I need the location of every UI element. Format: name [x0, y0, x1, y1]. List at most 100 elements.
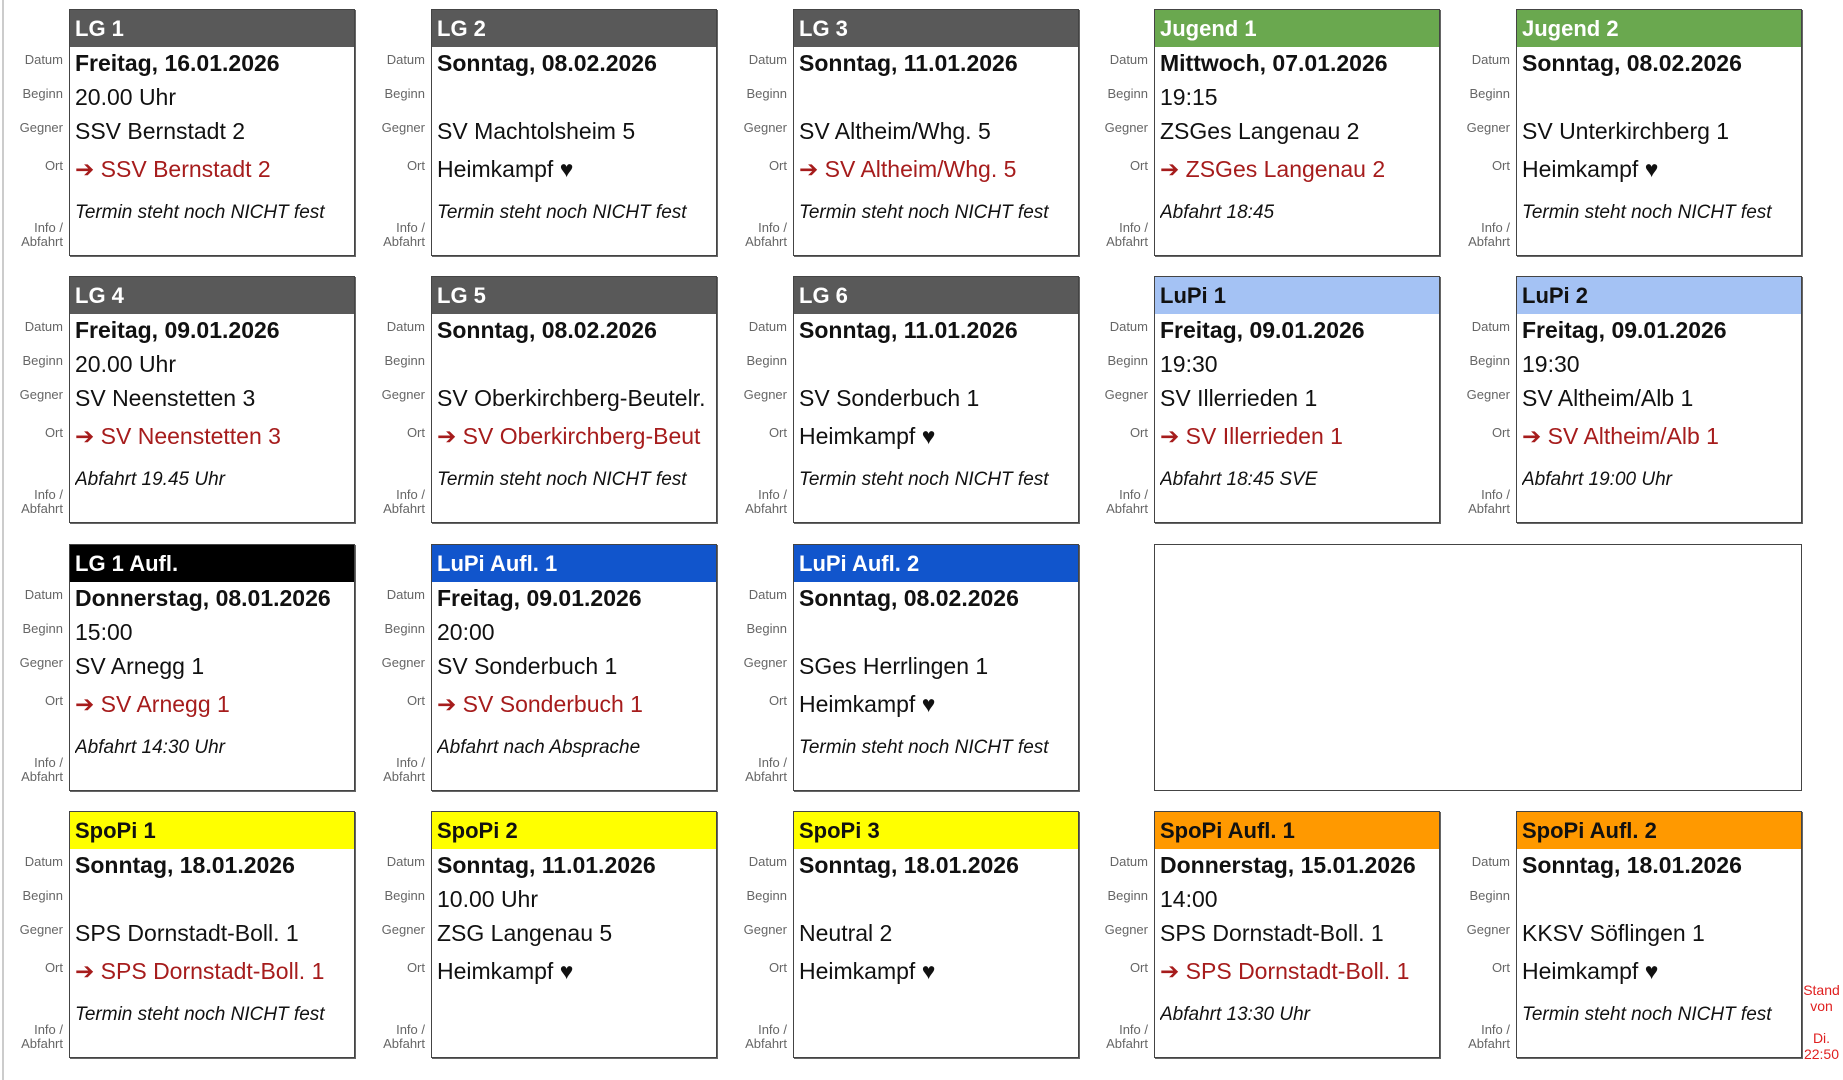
match-location: ➔ SV Altheim/Whg. 5	[799, 156, 1017, 182]
label-info: Info / Abfahrt	[21, 487, 63, 516]
match-location: Heimkampf ♥	[799, 423, 936, 449]
card-box: LG 5 Sonntag, 08.02.2026 SV Oberkirchber…	[431, 276, 717, 523]
match-card: Datum Beginn Gegner Ort Info / Abfahrt SpoPi …	[20, 811, 355, 1058]
match-card: Datum Beginn Gegner Ort Info / Abfahrt LG 4 F…	[20, 276, 355, 523]
match-info: Termin steht noch NICHT fest	[799, 469, 1049, 490]
match-location: ➔ ZSGes Langenau 2	[1160, 156, 1386, 182]
match-info: Abfahrt nach Absprache	[437, 737, 641, 758]
label-info: Info / Abfahrt	[745, 755, 787, 784]
match-opponent: SGes Herrlingen 1	[799, 653, 989, 679]
team-header: LG 1	[70, 10, 354, 47]
label-gegner: Gegner	[743, 655, 787, 670]
match-date: Sonntag, 08.02.2026	[799, 585, 1019, 611]
empty-card	[1154, 544, 1802, 791]
match-location: ➔ SPS Dornstadt-Boll. 1	[1160, 958, 1410, 984]
label-datum: Datum	[386, 52, 425, 67]
label-datum: Datum	[1471, 319, 1510, 334]
match-location: ➔ SV Arnegg 1	[75, 691, 230, 717]
match-begin: 20.00 Uhr	[75, 351, 177, 377]
stand-time: 22:50	[1803, 1046, 1840, 1062]
match-info: Termin steht noch NICHT fest	[1522, 202, 1772, 223]
label-info: Info / Abfahrt	[21, 1022, 63, 1051]
match-location: Heimkampf ♥	[1522, 156, 1659, 182]
match-opponent: SPS Dornstadt-Boll. 1	[1160, 920, 1384, 946]
label-ort: Ort	[1491, 158, 1510, 173]
label-ort: Ort	[406, 425, 425, 440]
label-ort: Ort	[768, 425, 787, 440]
last-updated: Stand von Di. 22:50	[1800, 982, 1843, 1062]
match-info: Abfahrt 14:30 Uhr	[75, 737, 225, 758]
label-info: Info / Abfahrt	[1468, 487, 1510, 516]
match-card: Datum Beginn Gegner Ort Info / Abfahrt LuPi 2…	[1467, 276, 1802, 523]
label-info: Info / Abfahrt	[383, 755, 425, 784]
match-opponent: SSV Bernstadt 2	[75, 118, 246, 144]
label-gegner: Gegner	[743, 922, 787, 937]
match-location: ➔ SV Sonderbuch 1	[437, 691, 643, 717]
match-date: Freitag, 09.01.2026	[437, 585, 642, 611]
match-card: Datum Beginn Gegner Ort Info / Abfahrt LG 3 S…	[744, 9, 1079, 256]
stand-von: von	[1810, 998, 1833, 1014]
card-box: LG 1 Freitag, 16.01.2026 20.00 Uhr SSV B…	[69, 9, 355, 256]
label-info: Info / Abfahrt	[1106, 1022, 1148, 1051]
match-location: Heimkampf ♥	[437, 156, 574, 182]
match-card: Datum Beginn Gegner Ort Info / Abfahrt LG 2 S…	[382, 9, 717, 256]
match-date: Freitag, 09.01.2026	[1160, 317, 1365, 343]
match-card: Datum Beginn Gegner Ort Info / Abfahrt LuPi A…	[382, 544, 717, 791]
card-box: LuPi Aufl. 2 Sonntag, 08.02.2026 SGes He…	[793, 544, 1079, 791]
match-opponent: SV Illerrieden 1	[1160, 385, 1318, 411]
label-gegner: Gegner	[1104, 387, 1148, 402]
match-begin: 20:00	[437, 619, 495, 645]
match-date: Freitag, 16.01.2026	[75, 50, 280, 76]
match-card: Datum Beginn Gegner Ort Info / Abfahrt Jugend…	[1467, 9, 1802, 256]
card-box: LG 1 Aufl. Donnerstag, 08.01.2026 15:00 …	[69, 544, 355, 791]
match-opponent: SV Unterkirchberg 1	[1522, 118, 1730, 144]
label-datum: Datum	[748, 854, 787, 869]
label-gegner: Gegner	[381, 120, 425, 135]
label-info: Info / Abfahrt	[745, 220, 787, 249]
card-box: Jugend 2 Sonntag, 08.02.2026 SV Unterkir…	[1516, 9, 1802, 256]
label-ort: Ort	[44, 425, 63, 440]
card-box: LG 4 Freitag, 09.01.2026 20.00 Uhr SV Ne…	[69, 276, 355, 523]
match-info: Abfahrt 18:45	[1160, 202, 1275, 223]
team-header: LuPi 1	[1155, 277, 1439, 314]
team-header: SpoPi 3	[794, 812, 1078, 849]
match-location: ➔ SV Neenstetten 3	[75, 423, 281, 449]
label-beginn: Beginn	[22, 621, 63, 636]
match-begin: 15:00	[75, 619, 133, 645]
label-ort: Ort	[406, 693, 425, 708]
label-datum: Datum	[386, 854, 425, 869]
label-beginn: Beginn	[1107, 86, 1148, 101]
team-header: SpoPi 2	[432, 812, 716, 849]
label-datum: Datum	[1109, 319, 1148, 334]
match-info: Termin steht noch NICHT fest	[75, 202, 325, 223]
label-info: Info / Abfahrt	[1468, 1022, 1510, 1051]
match-location: ➔ SV Altheim/Alb 1	[1522, 423, 1719, 449]
label-ort: Ort	[406, 158, 425, 173]
match-date: Sonntag, 11.01.2026	[799, 317, 1018, 343]
match-opponent: ZSG Langenau 5	[437, 920, 613, 946]
card-box: SpoPi Aufl. 1 Donnerstag, 15.01.2026 14:…	[1154, 811, 1440, 1058]
match-date: Donnerstag, 15.01.2026	[1160, 852, 1416, 878]
label-datum: Datum	[748, 319, 787, 334]
team-header: LG 2	[432, 10, 716, 47]
label-gegner: Gegner	[1104, 120, 1148, 135]
match-date: Mittwoch, 07.01.2026	[1160, 50, 1388, 76]
match-card: Datum Beginn Gegner Ort Info / Abfahrt LuPi 1…	[1105, 276, 1440, 523]
card-box: SpoPi 3 Sonntag, 18.01.2026 Neutral 2 He…	[793, 811, 1079, 1058]
match-opponent: SV Altheim/Whg. 5	[799, 118, 991, 144]
label-beginn: Beginn	[22, 888, 63, 903]
label-gegner: Gegner	[743, 387, 787, 402]
label-ort: Ort	[44, 158, 63, 173]
match-card: Datum Beginn Gegner Ort Info / Abfahrt SpoPi …	[1467, 811, 1802, 1058]
match-location: Heimkampf ♥	[799, 691, 936, 717]
label-gegner: Gegner	[1104, 922, 1148, 937]
match-opponent: Neutral 2	[799, 920, 893, 946]
team-header: LuPi Aufl. 2	[794, 545, 1078, 582]
match-info: Abfahrt 19.45 Uhr	[75, 469, 225, 490]
match-opponent: SV Machtolsheim 5	[437, 118, 636, 144]
label-datum: Datum	[1471, 52, 1510, 67]
match-info: Abfahrt 19:00 Uhr	[1522, 469, 1672, 490]
card-box: LG 2 Sonntag, 08.02.2026 SV Machtolsheim…	[431, 9, 717, 256]
card-box: LuPi 2 Freitag, 09.01.2026 19:30 SV Alth…	[1516, 276, 1802, 523]
card-box: LuPi 1 Freitag, 09.01.2026 19:30 SV Ille…	[1154, 276, 1440, 523]
